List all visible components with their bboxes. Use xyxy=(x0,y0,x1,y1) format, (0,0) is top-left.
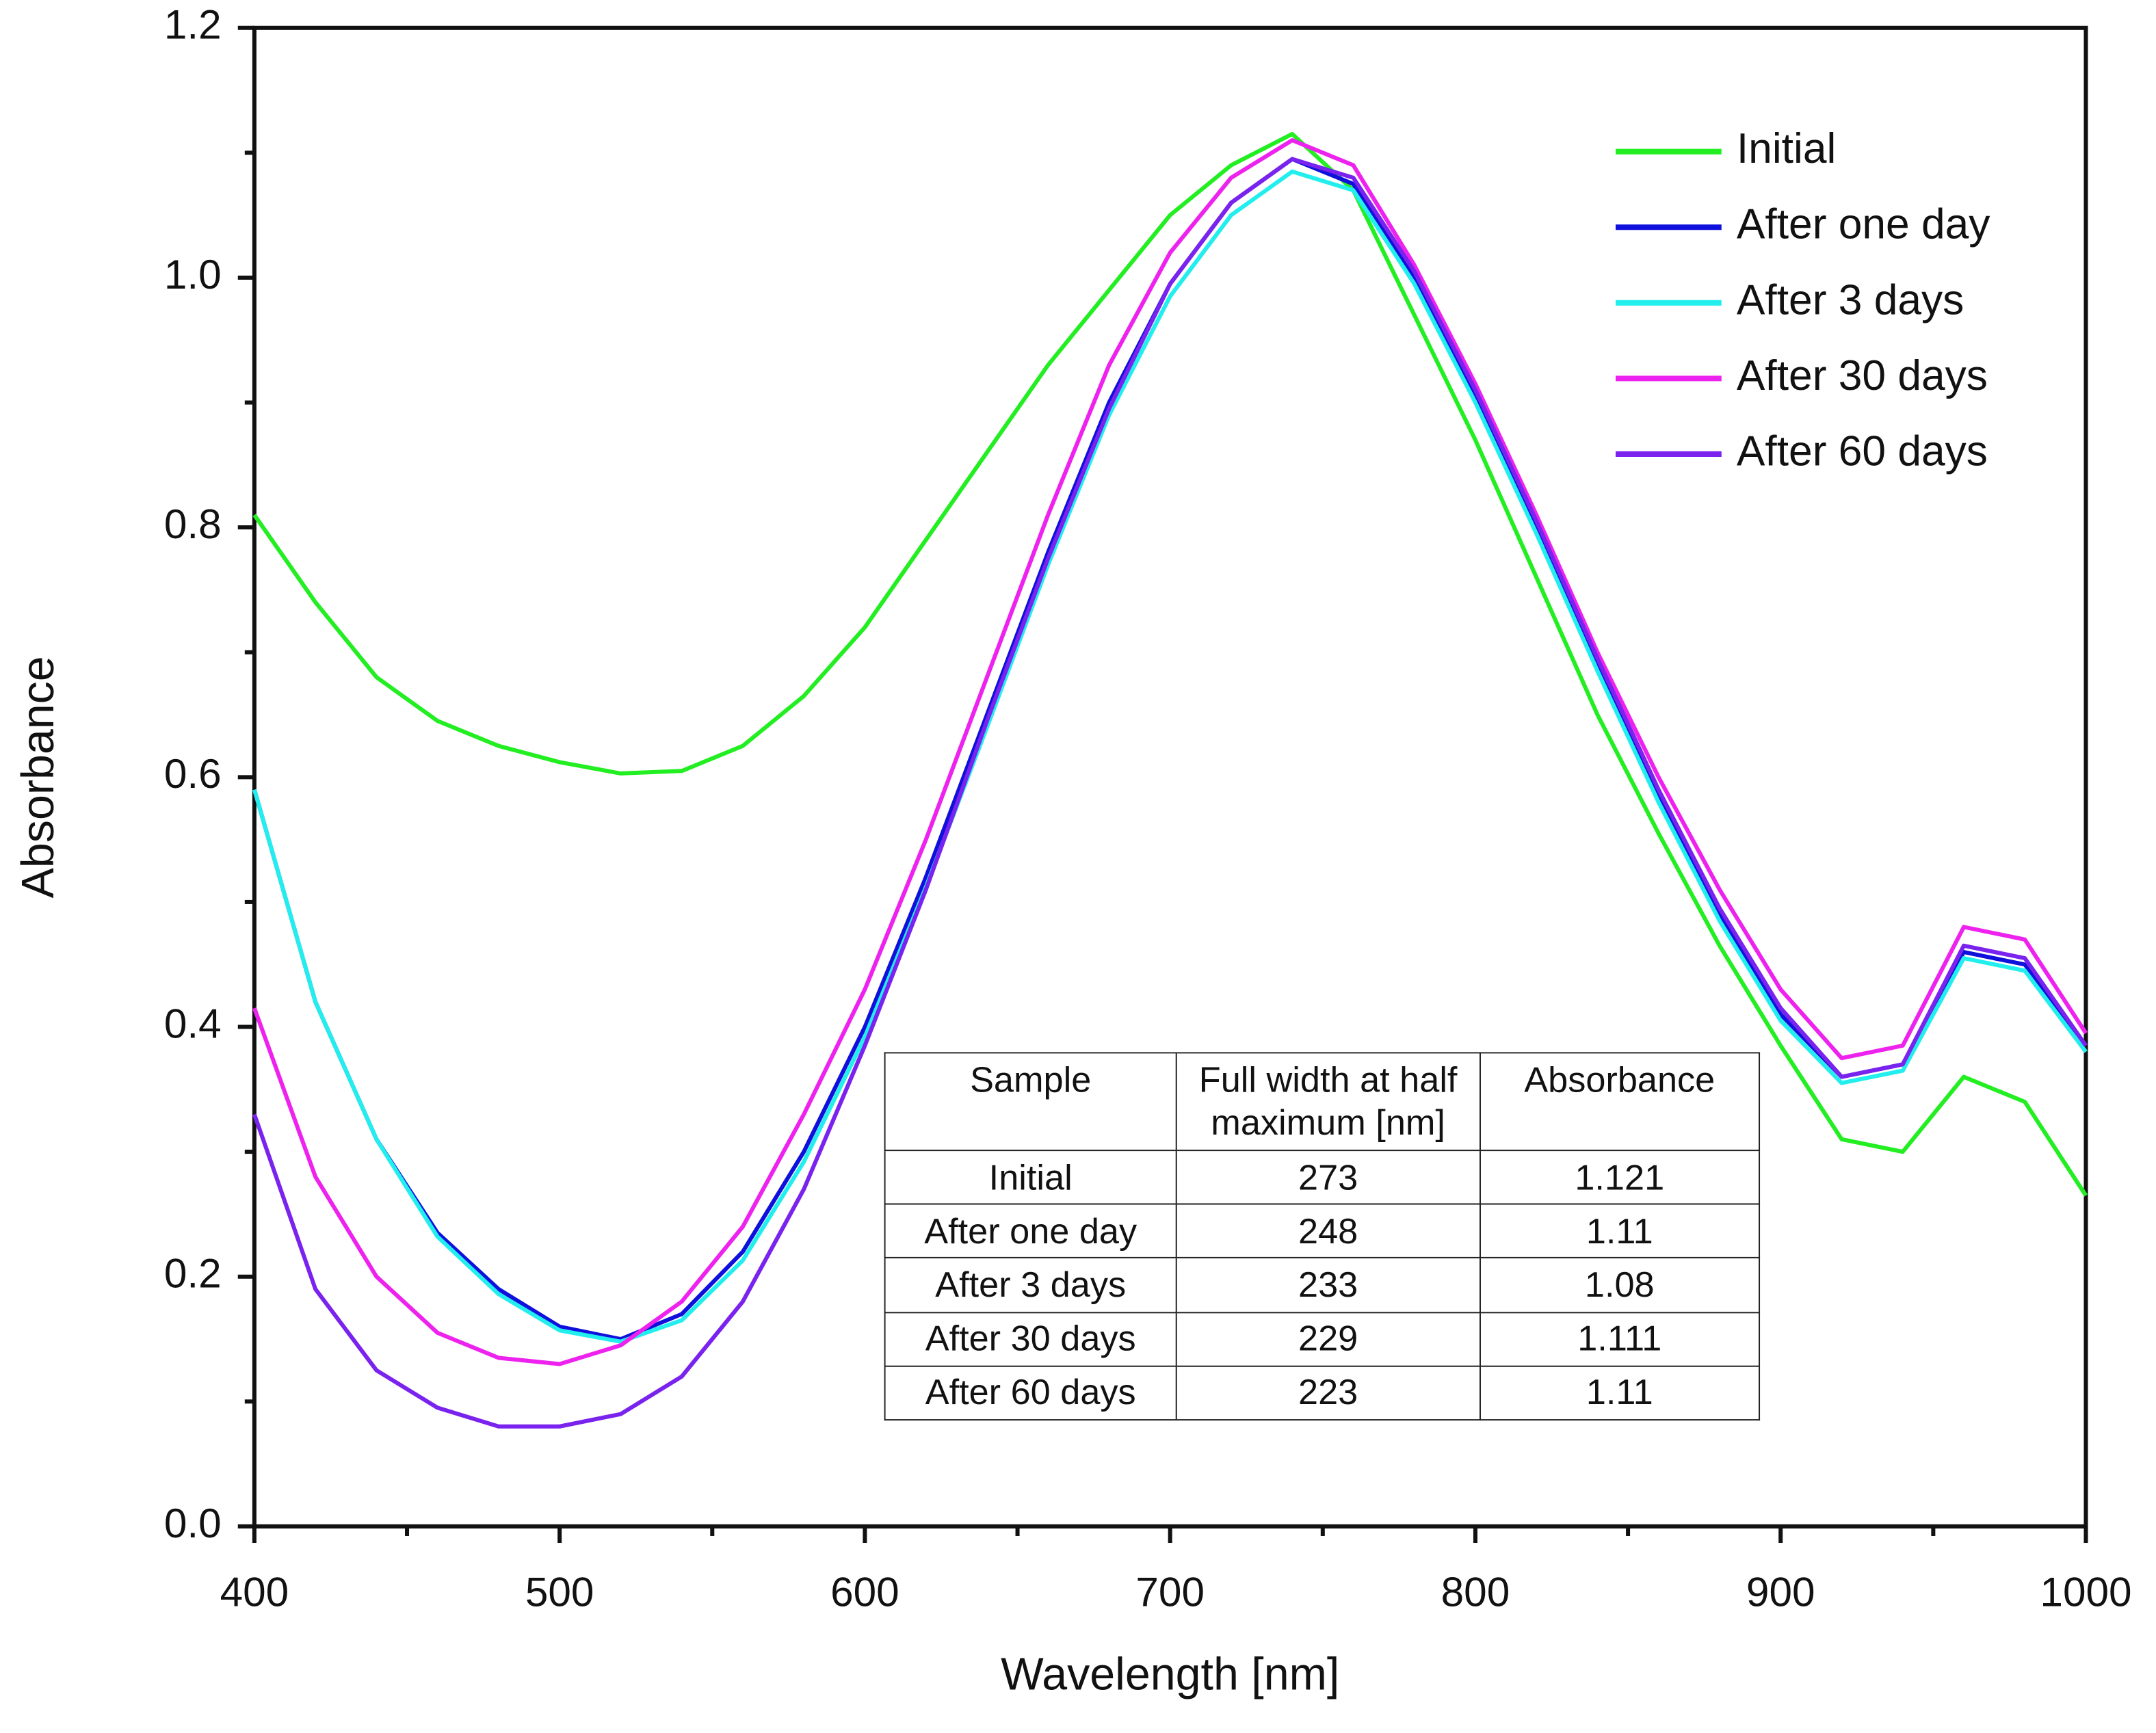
series-line xyxy=(252,157,2088,1429)
x-axis-title: Wavelength [nm] xyxy=(1001,1650,1339,1700)
y-tick-label: 0.8 xyxy=(164,501,222,547)
x-tick-label: 800 xyxy=(1441,1568,1510,1615)
data-table: Sample Full width at half maximum [nm] Abs… xyxy=(884,1052,1761,1421)
y-tick-label: 0.0 xyxy=(164,1500,222,1546)
table-cell: After one day xyxy=(884,1203,1177,1259)
legend-label: After 30 days xyxy=(1737,352,1988,399)
table-cell: 223 xyxy=(1175,1365,1481,1421)
table-row: After one day 248 1.11 xyxy=(884,1203,1761,1259)
table-cell: 1.111 xyxy=(1479,1311,1761,1367)
x-tick-label: 600 xyxy=(830,1568,899,1615)
x-tick-label: 1000 xyxy=(2040,1568,2131,1615)
lines xyxy=(252,131,2088,1429)
table-cell: 1.11 xyxy=(1479,1203,1761,1259)
x-tick-label: 500 xyxy=(525,1568,594,1615)
table-cell: 233 xyxy=(1175,1257,1481,1313)
table-wrap: Sample Full width at half maximum [nm] Abs… xyxy=(884,1052,1765,1421)
table-header-row: Sample Full width at half maximum [nm] Abs… xyxy=(884,1052,1761,1152)
y-tick-label: 1.0 xyxy=(164,251,222,297)
legend-label: After 3 days xyxy=(1737,276,1964,323)
table-cell: After 3 days xyxy=(884,1257,1177,1313)
legend-label: After 60 days xyxy=(1737,427,1988,475)
table-cell: 248 xyxy=(1175,1203,1481,1259)
table-header-cell: Sample xyxy=(884,1052,1177,1152)
table-cell: 1.08 xyxy=(1479,1257,1761,1313)
table-cell: 273 xyxy=(1175,1150,1481,1205)
y-tick-label: 0.6 xyxy=(164,750,222,797)
table-row: After 30 days 229 1.111 xyxy=(884,1311,1761,1367)
table-row: Initial 273 1.121 xyxy=(884,1150,1761,1205)
table-header-cell: Absorbance xyxy=(1479,1052,1761,1152)
y-tick-label: 1.2 xyxy=(164,1,222,48)
series-line xyxy=(252,131,2088,1197)
legend-label: Initial xyxy=(1737,125,1836,172)
table-row: After 3 days 233 1.08 xyxy=(884,1257,1761,1313)
series-line xyxy=(252,169,2088,1344)
y-tick-label: 0.2 xyxy=(164,1250,222,1297)
table-holder: Sample Full width at half maximum [nm]Abs… xyxy=(884,1052,1765,1421)
table-cell: After 30 days xyxy=(884,1311,1177,1367)
table-cell: Initial xyxy=(884,1150,1177,1205)
legend-label: After one day xyxy=(1737,201,1990,248)
table-cell: 1.121 xyxy=(1479,1150,1761,1205)
x-tick-label: 700 xyxy=(1135,1568,1205,1615)
table-cell: 1.11 xyxy=(1479,1365,1761,1421)
x-tick-label: 400 xyxy=(220,1568,289,1615)
table-row: After 60 days 223 1.11 xyxy=(884,1365,1761,1421)
x-tick-label: 900 xyxy=(1746,1568,1815,1615)
table-cell: After 60 days xyxy=(884,1365,1177,1421)
y-tick-label: 0.4 xyxy=(164,1000,222,1046)
y-axis-title: Absorbance xyxy=(13,656,64,898)
table-header-cell: Full width at half maximum [nm] xyxy=(1175,1052,1481,1152)
series-line xyxy=(252,137,2088,1366)
table-cell: 229 xyxy=(1175,1311,1481,1367)
